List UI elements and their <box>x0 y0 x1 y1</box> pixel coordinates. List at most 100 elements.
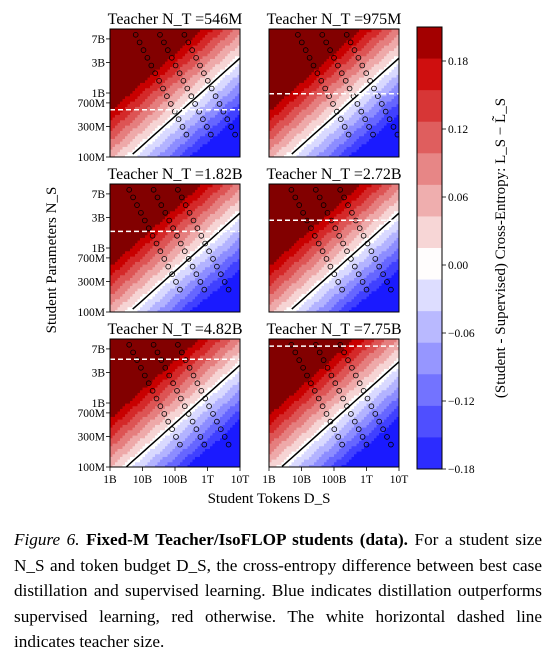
colorbar-frame <box>416 26 443 470</box>
colorbar-segment <box>417 374 442 407</box>
isoflop-point <box>341 194 347 201</box>
x-tick-label: 10B <box>292 474 312 486</box>
panel-title: Teacher N_T =1.82B <box>107 166 242 183</box>
isoflop-point <box>174 387 180 394</box>
isoflop-point <box>312 187 319 193</box>
isoflop-point <box>165 263 172 270</box>
isoflop-point <box>206 403 212 410</box>
y-tick-label: 3B <box>92 368 106 380</box>
x-tick-label: 1T <box>360 474 373 486</box>
isoflop-point <box>394 131 399 138</box>
isoflop-point <box>165 47 171 53</box>
isoflop-point <box>212 93 219 99</box>
isoflop-point <box>323 411 330 417</box>
isoflop-point <box>386 116 393 122</box>
zero-contour <box>291 212 399 310</box>
isoflop-point <box>319 248 326 255</box>
isoflop-point <box>360 233 367 239</box>
isoflop-point <box>182 248 188 255</box>
figure-6-chart: Teacher N_T =546M100M300M700M1B3B7BTeach… <box>44 11 509 507</box>
isoflop-point <box>388 441 394 448</box>
zero-contour <box>281 361 399 467</box>
isoflop-point <box>359 62 366 69</box>
isoflop-point <box>179 124 186 130</box>
isoflop-point <box>210 256 216 262</box>
isoflop-point <box>323 256 330 262</box>
zero-contour <box>132 212 240 310</box>
isoflop-point <box>228 124 235 130</box>
colorbar-tick-label: 0.18 <box>448 56 468 68</box>
y-tick-label: 100M <box>78 462 105 474</box>
isoflop-point <box>296 202 303 208</box>
isoflop-point <box>337 341 344 348</box>
isoflop-point <box>341 349 347 356</box>
isoflop-point <box>315 395 322 402</box>
isoflop-point <box>298 39 305 46</box>
x-tick-label: 100B <box>163 474 188 486</box>
isoflop-point <box>202 240 209 247</box>
isoflop-point <box>310 62 317 69</box>
isoflop-point <box>126 341 132 348</box>
figure-caption: Figure 6. Fixed-M Teacher/IsoFLOP studen… <box>14 527 542 655</box>
isoflop-point <box>184 85 191 92</box>
isoflop-point <box>225 441 232 448</box>
isoflop-point <box>348 411 354 417</box>
isoflop-point <box>362 116 369 122</box>
isoflop-points <box>126 341 232 448</box>
isoflop-point <box>165 418 172 425</box>
isoflop-point <box>144 54 151 61</box>
isoflop-point <box>197 62 203 69</box>
colorbar-label: (Student - Supervised) Cross-Entropy: L_… <box>492 98 509 398</box>
isoflop-point <box>169 271 175 278</box>
panel-title: Teacher N_T =975M <box>267 11 402 28</box>
y-axis-label: Student Parameters N_S <box>44 187 60 334</box>
isoflop-point <box>179 349 185 356</box>
y-tick-label: 3B <box>92 213 106 225</box>
isoflop-point <box>320 202 327 208</box>
isoflop-point <box>157 403 164 410</box>
isoflop-point <box>161 256 168 262</box>
isoflop-point <box>316 349 323 356</box>
isoflop-point <box>166 217 173 224</box>
zero-contour <box>291 57 399 155</box>
isoflop-point <box>354 101 361 107</box>
isoflop-point <box>340 240 346 247</box>
isoflop-point <box>319 31 326 38</box>
isoflop-point <box>145 380 152 387</box>
colorbar-segment <box>417 405 442 438</box>
isoflop-point <box>316 194 323 201</box>
isoflop-point <box>335 62 341 69</box>
isoflop-point <box>202 395 209 402</box>
isoflop-point <box>176 70 183 76</box>
isoflop-point <box>201 70 207 76</box>
isoflop-point <box>372 411 379 417</box>
isoflop-point <box>336 233 343 239</box>
colorbar-segment <box>417 27 442 60</box>
isoflop-point <box>347 39 354 46</box>
caption-title: Fixed-M Teacher/IsoFLOP students (data). <box>86 530 408 549</box>
colorbar-tick-label: 0.00 <box>448 260 468 272</box>
isoflop-point <box>323 39 330 46</box>
isoflop-point <box>142 217 148 224</box>
isoflop-points <box>295 31 399 138</box>
isoflop-point <box>178 240 184 247</box>
isoflop-point <box>154 349 161 356</box>
isoflop-point <box>355 54 362 61</box>
isoflop-point <box>175 116 182 122</box>
isoflop-points <box>132 31 238 138</box>
isoflop-point <box>367 78 373 84</box>
isoflop-point <box>300 210 306 216</box>
x-tick-label: 10T <box>231 474 250 486</box>
isoflop-point <box>218 426 224 433</box>
isoflop-point <box>175 187 181 193</box>
isoflop-point <box>197 434 204 440</box>
isoflop-point <box>162 210 169 216</box>
panel-teacher-4: Teacher N_T =2.72B <box>266 166 402 313</box>
isoflop-point <box>331 271 338 278</box>
isoflop-point <box>328 372 335 379</box>
isoflop-point <box>342 78 349 84</box>
isoflop-point <box>292 194 299 201</box>
isoflop-point <box>351 263 358 270</box>
isoflop-point <box>384 434 390 440</box>
y-tick-label: 100M <box>78 307 105 319</box>
